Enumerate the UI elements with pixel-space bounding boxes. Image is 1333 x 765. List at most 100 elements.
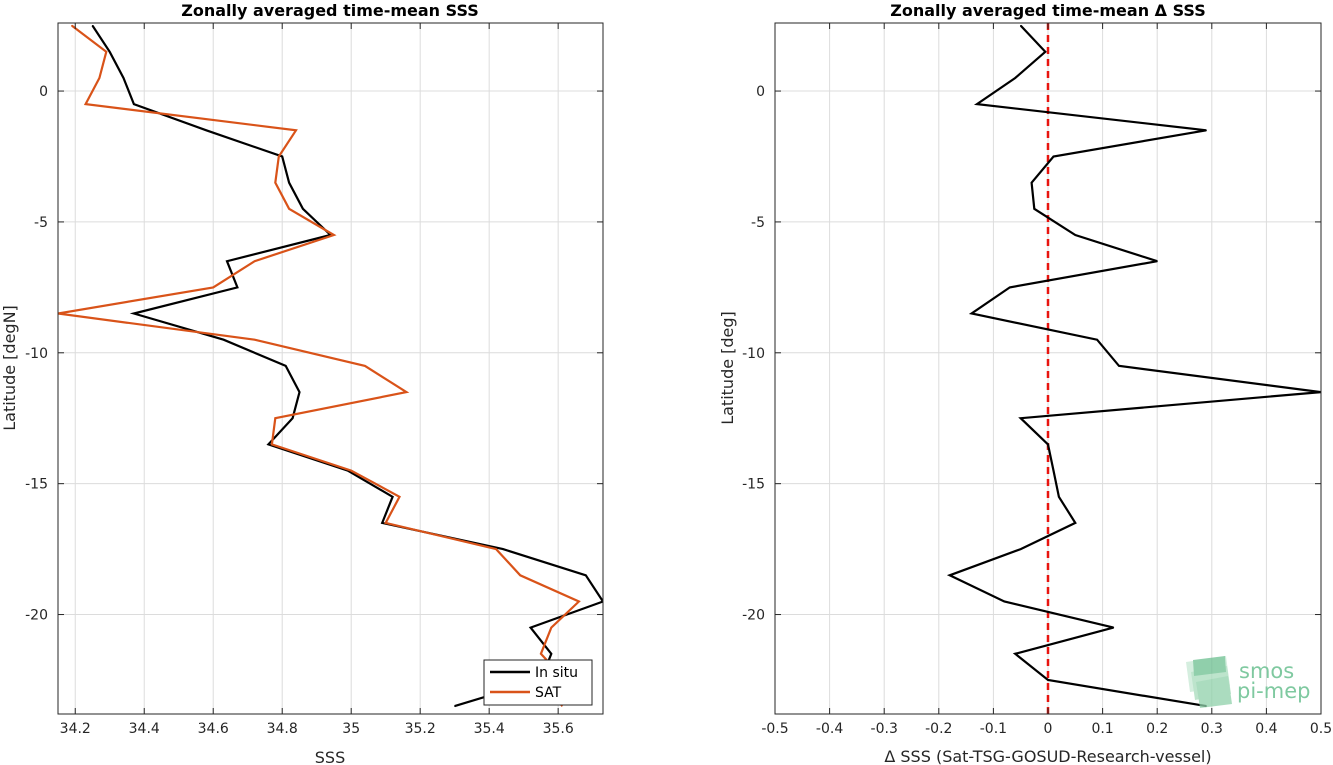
ticks: 34.2 34.4 34.6 34.8 35 35.2 35.4 35.6 0 -5 -10 -15 -…	[25, 23, 603, 737]
data-point	[454, 705, 456, 707]
wave-logo-icon	[1186, 656, 1232, 708]
y-tick-label: 0	[39, 84, 48, 100]
data-point	[1112, 627, 1115, 629]
delta-sss-chart: -0.5 -0.4 -0.3 -0.2 -0.1 0 0.1 0.2 0.3 0.4 0.5 0 -5 -…	[718, 1, 1332, 765]
x-tick-label: 0.4	[1255, 721, 1277, 737]
data-point	[212, 286, 214, 288]
data-point	[350, 470, 352, 472]
data-point	[295, 129, 297, 131]
data-point	[226, 260, 228, 262]
x-tick-label: 0	[1044, 721, 1053, 737]
x-tick-label: 34.6	[198, 721, 229, 737]
data-point	[1020, 417, 1022, 419]
x-tick-label: 34.2	[60, 721, 91, 737]
grid	[58, 23, 603, 714]
data-point	[205, 129, 207, 131]
data-point	[1074, 522, 1076, 524]
data-point	[1074, 234, 1076, 236]
data-point	[223, 339, 225, 341]
data-point	[495, 548, 497, 550]
data-point	[578, 600, 580, 603]
data-point	[292, 417, 294, 419]
data-point	[281, 155, 283, 158]
data-point	[109, 51, 111, 53]
data-point	[1044, 51, 1046, 53]
data-point	[1014, 77, 1016, 79]
data-point	[1047, 443, 1049, 445]
data-point	[267, 443, 269, 445]
smos-pi-mep-logo: smos pi-mep	[1186, 656, 1310, 708]
y-axis-label: Latitude [deg]	[718, 311, 737, 425]
data-point	[85, 103, 87, 105]
x-tick-label: 35.4	[474, 721, 505, 737]
data-point	[949, 574, 951, 576]
data-point	[1052, 155, 1055, 158]
y-tick-label: 0	[756, 84, 765, 100]
data-point	[1020, 25, 1022, 27]
x-tick-label: -0.2	[925, 721, 952, 737]
x-tick-label: 0.5	[1310, 721, 1332, 737]
data-point	[1009, 286, 1011, 288]
y-tick-label: -20	[742, 608, 765, 624]
data-point	[561, 705, 563, 707]
data-point	[971, 312, 973, 315]
data-point	[254, 339, 256, 341]
data-point	[392, 496, 394, 498]
data-point	[1052, 470, 1055, 472]
logo-text-line1: smos	[1239, 659, 1294, 683]
data-point	[298, 391, 301, 393]
data-point	[1058, 496, 1060, 498]
x-tick-label: 35.2	[405, 721, 436, 737]
data-point	[385, 522, 387, 524]
data-point	[1096, 339, 1098, 341]
data-point	[254, 260, 256, 262]
y-tick-label: -15	[742, 477, 765, 493]
data-point	[1014, 653, 1016, 655]
data-lines	[58, 24, 603, 708]
y-tick-label: -5	[751, 215, 765, 231]
x-tick-label: 0.3	[1201, 721, 1223, 737]
x-tick-label: 0.2	[1146, 721, 1168, 737]
data-point	[91, 25, 94, 27]
data-lines	[946, 24, 1321, 708]
data-point	[278, 155, 280, 158]
x-tick-label: 34.8	[267, 721, 298, 737]
y-axis-label: Latitude [degN]	[0, 305, 19, 431]
data-point	[285, 365, 287, 367]
legend-box	[483, 659, 593, 706]
legend-label-sat: SAT	[535, 685, 562, 701]
data-point	[271, 443, 273, 445]
y-tick-label: -20	[25, 608, 48, 624]
data-point	[302, 208, 304, 210]
data-point	[1033, 208, 1035, 210]
legend: In situ SAT	[483, 659, 593, 706]
data-point	[1205, 129, 1207, 131]
ticks: -0.5 -0.4 -0.3 -0.2 -0.1 0 0.1 0.2 0.3 0.4 0.5 0 -5 -…	[742, 23, 1332, 737]
data-point	[540, 653, 542, 655]
chart-title: Zonally averaged time-mean SSS	[181, 1, 479, 20]
data-point	[976, 103, 978, 105]
x-tick-label: 0.1	[1091, 721, 1113, 737]
data-point	[405, 391, 407, 393]
sss-profile-chart: 34.2 34.4 34.6 34.8 35 35.2 35.4 35.6 0 -5 -10 -15 -…	[0, 1, 604, 765]
data-point	[1003, 600, 1005, 603]
data-point	[1047, 679, 1049, 681]
data-point	[1156, 260, 1158, 262]
data-point	[530, 627, 532, 629]
legend-label-in-situ: In situ	[535, 665, 578, 681]
x-tick-label: 35.6	[543, 721, 574, 737]
data-point	[364, 365, 366, 367]
y-tick-label: -15	[25, 477, 48, 493]
data-point	[71, 25, 73, 27]
plot-area	[58, 23, 603, 714]
chart-title: Zonally averaged time-mean Δ SSS	[890, 1, 1206, 20]
x-tick-label: -0.1	[980, 721, 1007, 737]
data-point	[550, 627, 552, 629]
x-tick-label: 34.4	[129, 721, 160, 737]
data-point	[519, 574, 521, 576]
logo-text-line2: pi-mep	[1237, 679, 1310, 703]
data-point	[288, 208, 290, 210]
y-tick-label: -10	[742, 346, 765, 362]
y-tick-label: -5	[34, 215, 48, 231]
data-point	[236, 286, 238, 288]
